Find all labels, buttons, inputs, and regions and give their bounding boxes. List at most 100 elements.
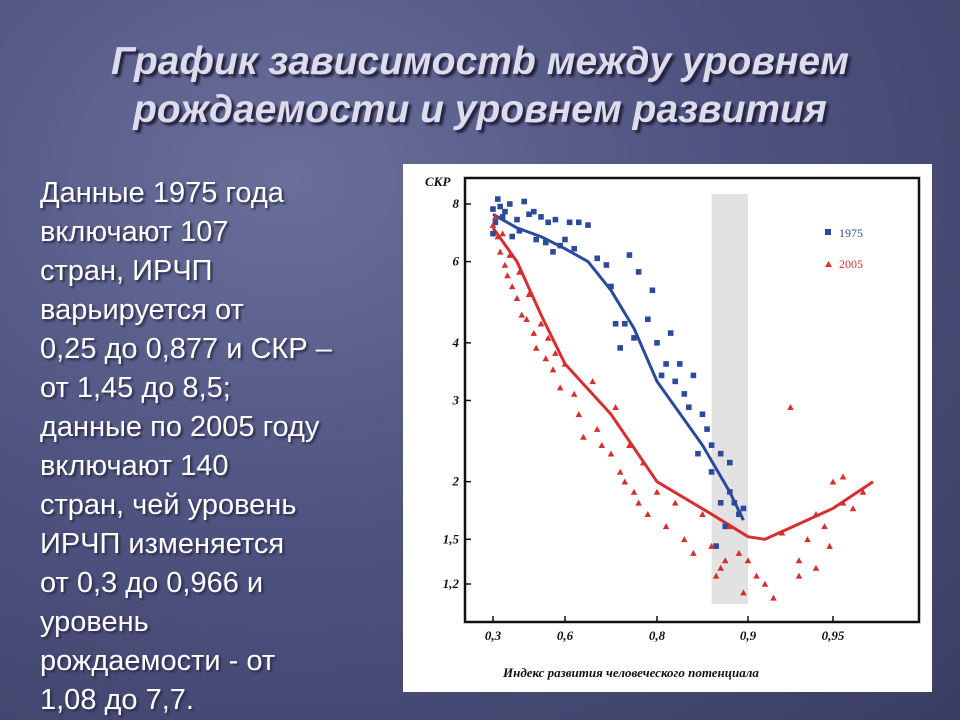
point-2005 [859,488,867,495]
point-2005 [504,272,511,279]
body-line: стран, чей уровень [40,489,297,521]
point-2005 [735,549,743,556]
point-2005 [849,505,857,512]
point-2005 [621,478,629,485]
point-2005 [530,329,538,336]
point-2005 [513,294,521,301]
point-2005 [489,221,497,228]
point-2005 [607,450,615,457]
point-1975 [681,391,688,397]
point-1975 [690,372,697,379]
point-1975 [545,219,551,226]
point-1975 [533,236,539,243]
point-1975 [531,208,537,215]
point-2005 [616,468,624,475]
point-1975 [686,404,692,411]
trend-lines-layer [491,212,874,541]
point-2005 [690,549,697,556]
slide-title-line-2: рождаемости и уровнем развития [133,88,827,131]
axis-ticks-layer: 8 6 4 3 2 1,5 1,2 0,3 0,6 0,8 0,9 0,95 [443,196,845,643]
point-1975 [538,214,544,220]
point-1975 [576,219,582,226]
point-1975 [543,239,549,246]
point-2005 [644,511,652,518]
point-1975 [507,201,513,207]
point-2005 [598,441,606,448]
point-2005 [761,580,769,587]
point-1975 [516,227,523,234]
legend-marker-1975 [825,229,831,235]
x-tick-label: 0,95 [822,628,845,643]
point-1975 [557,242,563,249]
point-1975 [499,214,506,220]
y-tick-label: 6 [453,254,460,269]
point-2005 [516,268,523,275]
point-1975 [740,505,747,512]
point-2005 [518,311,526,318]
legend-label-1975: 1975 [839,226,863,240]
point-1975 [571,245,577,252]
point-1975 [502,208,508,215]
point-2005 [717,564,724,571]
point-2005 [744,557,752,564]
point-1975 [717,499,724,506]
point-2005 [532,344,540,351]
point-1975 [521,198,527,205]
point-2005 [795,572,803,579]
point-2005 [635,499,642,506]
x-tick-label: 0,8 [649,628,666,643]
point-1975 [672,378,678,385]
point-1975 [663,361,669,367]
point-1975 [626,252,633,258]
point-1975 [594,255,600,262]
point-1975 [676,361,683,367]
point-2005 [492,213,499,220]
point-1975 [649,287,656,294]
point-1975 [736,511,742,518]
point-2005 [804,536,811,543]
point-2005 [593,425,601,432]
point-2005 [552,349,559,356]
slide-title-line-1: График зависимостb между уровнем [111,40,849,83]
point-2005 [525,290,533,297]
point-1975 [667,330,674,336]
point-1975 [552,216,559,223]
point-1975 [490,206,496,212]
point-2005 [740,589,747,596]
body-line: от 1,45 до 8,5; [40,372,231,404]
body-line: рождаемости - от [40,645,276,677]
point-1975 [699,411,706,418]
point-2005 [580,433,587,440]
body-line: включают 140 [40,450,229,482]
point-1975 [566,219,573,226]
point-2005 [556,384,564,391]
point-1975 [704,426,710,432]
point-2005 [829,478,837,485]
point-1975 [727,489,733,495]
point-1975 [727,459,733,466]
point-1975 [497,203,503,210]
point-2005 [561,360,569,367]
trend-line-1975 [492,212,745,521]
y-axis-label: СКР [425,174,451,189]
point-2005 [753,572,760,579]
point-2005 [570,390,578,397]
legend-marker-2005 [825,261,832,267]
point-2005 [626,441,633,448]
point-1975 [713,543,719,549]
point-2005 [662,523,670,530]
point-1975 [495,196,501,202]
point-2005 [508,283,516,290]
point-1975 [731,499,738,506]
point-2005 [499,230,506,237]
chart-background-layer [711,194,748,604]
point-2005 [544,334,552,341]
body-line: стран, ИРЧП [40,255,213,287]
x-axis-label: Индекс развития человеческого потенциала [502,665,759,680]
point-2005 [506,251,514,258]
legend: 1975 2005 [825,226,863,271]
point-2005 [721,557,729,564]
point-2005 [821,523,828,530]
body-line: включают 107 [40,216,229,248]
x-tick-label: 0,6 [557,628,574,643]
